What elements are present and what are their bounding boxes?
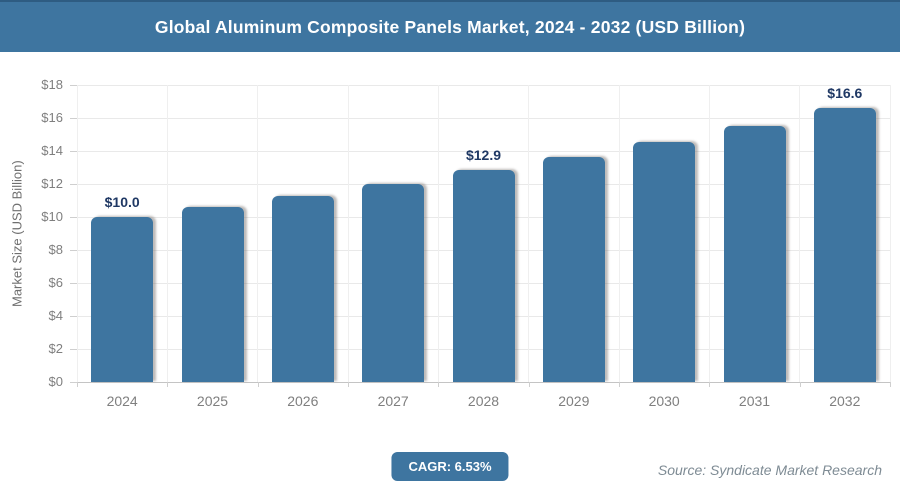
gridline-y [77,117,890,119]
x-tick-label: 2025 [196,393,229,409]
title-bar: Global Aluminum Composite Panels Market,… [0,0,900,52]
x-tick-label: 2027 [377,393,409,409]
chart-footer: CAGR: 6.53% Source: Syndicate Market Res… [0,430,900,500]
y-tick-label: $18 [41,77,63,92]
gridline-x [347,85,349,382]
gridline-y [77,150,890,152]
x-tick-label: 2024 [106,393,138,409]
y-tick-label: $14 [41,143,63,158]
bar-2030[interactable] [633,141,696,382]
y-tick-mark [70,85,77,86]
x-tick-mark [257,382,259,387]
gridline-x [166,85,168,382]
gridline-x [799,85,801,382]
y-tick-mark [70,283,77,284]
y-tick-mark [70,316,77,317]
x-tick-mark [890,382,891,387]
chart-title: Global Aluminum Composite Panels Market,… [154,16,746,37]
y-tick-mark [70,382,77,383]
x-tick-label: 2030 [648,393,680,409]
x-tick-mark [799,382,801,387]
y-tick-label: $0 [48,374,63,389]
x-tick-mark [77,382,78,387]
gridline-x [889,85,891,382]
y-tick-label: $8 [48,242,63,257]
y-tick-label: $12 [41,176,63,191]
x-tick-mark [348,382,349,387]
y-tick-mark [70,217,77,218]
gridline-x [528,85,530,382]
y-tick-label: $4 [48,308,63,323]
y-tick-label: $10 [41,209,63,224]
gridline-x [76,85,78,382]
bar-2032[interactable] [813,108,876,382]
y-tick-mark [70,349,77,350]
gridline-x [618,85,620,382]
y-axis-title: Market Size (USD Billion) [9,160,25,307]
bar-chart: Market Size (USD Billion) $10.0 $12.9 $16.… [0,52,900,430]
y-tick-mark [70,118,77,119]
x-tick-label: 2026 [287,393,319,409]
x-tick-mark [438,382,440,387]
bar-2031[interactable] [723,126,786,382]
plot-area: $10.0 $12.9 $16.6 [76,84,891,383]
bar-value-label: $16.6 [827,85,863,102]
bar-2027[interactable] [362,184,425,382]
x-tick-label: 2029 [558,393,590,409]
y-tick-mark [70,151,77,152]
x-tick-mark [709,382,711,387]
gridline-x [257,85,259,382]
y-tick-label: $16 [41,110,63,125]
x-tick-mark [528,382,530,387]
x-tick-label: 2028 [467,393,500,409]
y-tick-mark [70,184,77,185]
gridline-y [77,84,890,86]
y-tick-mark [70,250,77,251]
source-credit: Source: Syndicate Market Research [657,462,882,478]
y-tick-label: $2 [48,341,63,356]
gridline-y [77,381,890,383]
x-tick-label: 2031 [738,393,771,409]
x-tick-mark [167,382,169,387]
x-tick-label: 2032 [829,393,861,409]
gridline-x [708,85,710,382]
y-tick-label: $6 [48,275,63,290]
bar-value-label: $10.0 [104,194,140,210]
gridline-x [437,85,439,382]
bar-2029[interactable] [542,156,605,382]
bar-2024[interactable] [91,217,154,382]
bar-value-label: $12.9 [465,146,502,163]
cagr-badge: CAGR: 6.53% [391,452,509,481]
bar-2028[interactable] [452,169,515,382]
x-tick-mark [619,382,620,387]
bar-2026[interactable] [271,195,334,382]
bar-2025[interactable] [181,207,244,382]
